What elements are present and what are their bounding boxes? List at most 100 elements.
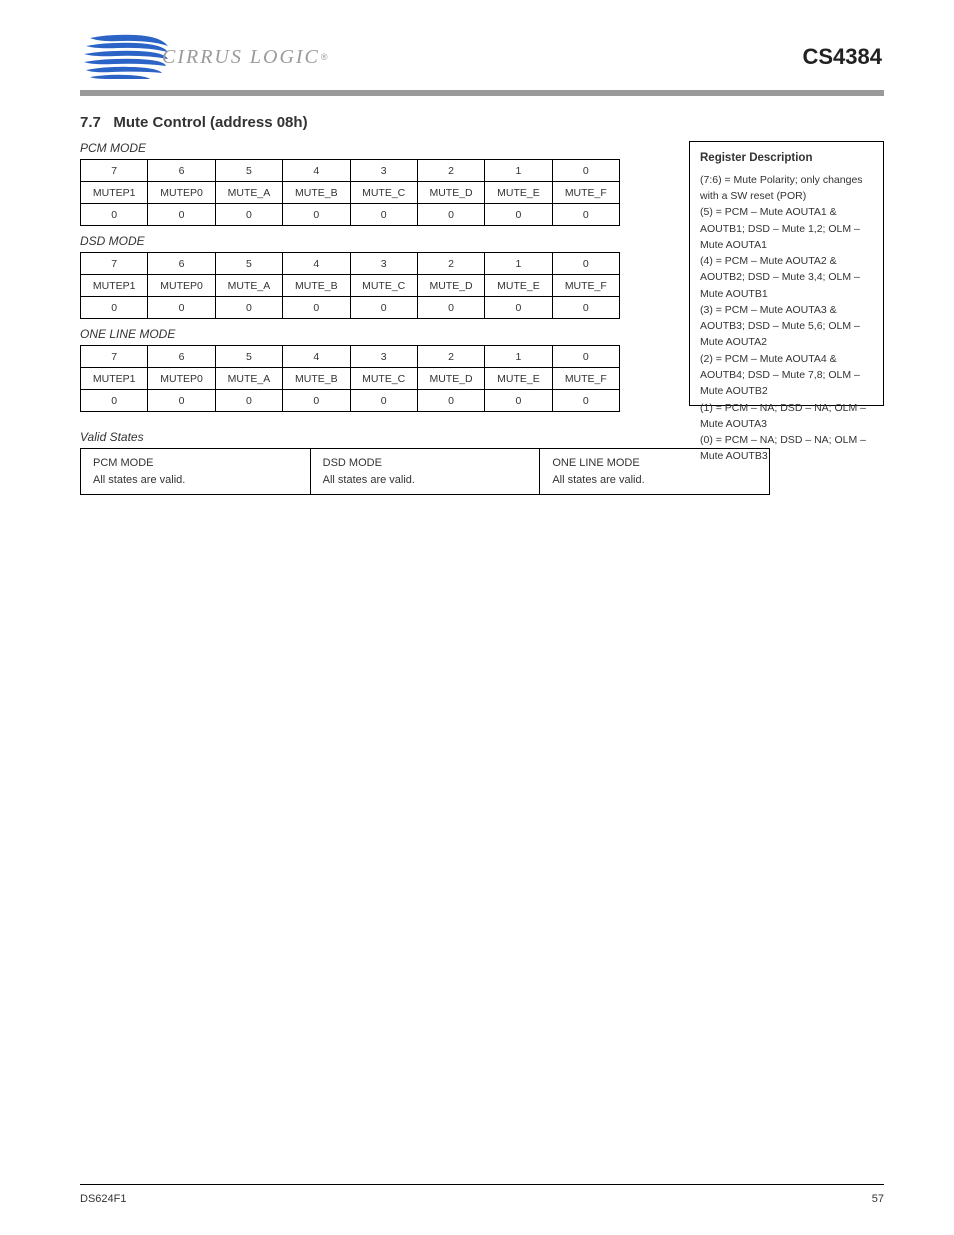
bit-number-cell: 5 [215, 160, 282, 182]
valid-state-mode: DSD MODE [323, 455, 528, 472]
valid-state-text: All states are valid. [552, 474, 644, 486]
bit-default-cell: 0 [552, 297, 619, 319]
valid-state-text: All states are valid. [93, 474, 185, 486]
register-description-item: (7:6) = Mute Polarity; only changes with… [700, 172, 873, 205]
bit-default-cell: 0 [148, 297, 215, 319]
part-number: CS4384 [802, 44, 884, 70]
valid-state-cell: PCM MODEAll states are valid. [81, 449, 311, 495]
bit-number-cell: 7 [81, 253, 148, 275]
register-description-item: (0) = PCM – NA; DSD – NA; OLM – Mute AOU… [700, 432, 873, 465]
bit-name-cell: MUTEP1 [81, 182, 148, 204]
table-row: 00000000 [81, 297, 620, 319]
section-title: 7.7 Mute Control (address 08h) [80, 114, 884, 131]
bit-name-cell: MUTEP1 [81, 275, 148, 297]
bit-number-cell: 1 [485, 253, 552, 275]
bit-number-cell: 3 [350, 346, 417, 368]
bit-default-cell: 0 [417, 297, 484, 319]
register-description-item: (1) = PCM – NA; DSD – NA; OLM – Mute AOU… [700, 400, 873, 433]
register-description-title: Register Description [700, 150, 873, 168]
bit-number-cell: 4 [283, 346, 350, 368]
table-row: 76543210 [81, 160, 620, 182]
bit-number-cell: 6 [148, 346, 215, 368]
bit-name-cell: MUTE_D [417, 368, 484, 390]
table-row: 76543210 [81, 346, 620, 368]
bit-number-cell: 7 [81, 346, 148, 368]
bit-default-cell: 0 [81, 297, 148, 319]
bit-name-cell: MUTE_E [485, 275, 552, 297]
bit-number-cell: 1 [485, 346, 552, 368]
bit-number-cell: 6 [148, 253, 215, 275]
bit-default-cell: 0 [215, 204, 282, 226]
bit-name-cell: MUTE_F [552, 182, 619, 204]
register-tables-column: PCM MODE76543210MUTEP1MUTEP0MUTE_AMUTE_B… [80, 141, 620, 412]
table-row: MUTEP1MUTEP0MUTE_AMUTE_BMUTE_CMUTE_DMUTE… [81, 182, 620, 204]
register-table-label: PCM MODE [80, 141, 620, 155]
register-table: 76543210MUTEP1MUTEP0MUTE_AMUTE_BMUTE_CMU… [80, 159, 620, 226]
register-table: 76543210MUTEP1MUTEP0MUTE_AMUTE_BMUTE_CMU… [80, 252, 620, 319]
table-row: 76543210 [81, 253, 620, 275]
register-table-label: DSD MODE [80, 234, 620, 248]
bit-name-cell: MUTEP0 [148, 182, 215, 204]
header-divider [80, 90, 884, 96]
valid-states-table: PCM MODEAll states are valid. DSD MODE All… [80, 448, 770, 495]
bit-name-cell: MUTE_A [215, 275, 282, 297]
bit-name-cell: MUTE_C [350, 275, 417, 297]
bit-default-cell: 0 [350, 204, 417, 226]
bit-default-cell: 0 [350, 297, 417, 319]
table-row: MUTEP1MUTEP0MUTE_AMUTE_BMUTE_CMUTE_DMUTE… [81, 275, 620, 297]
bit-default-cell: 0 [148, 390, 215, 412]
bit-default-cell: 0 [81, 390, 148, 412]
logo-text: CIRRUS LOGIC [162, 46, 320, 69]
table-row: MUTEP1MUTEP0MUTE_AMUTE_BMUTE_CMUTE_DMUTE… [81, 368, 620, 390]
bit-default-cell: 0 [485, 297, 552, 319]
bit-default-cell: 0 [215, 390, 282, 412]
cirrus-swoosh-icon [80, 30, 170, 84]
bit-number-cell: 5 [215, 253, 282, 275]
bit-name-cell: MUTEP0 [148, 368, 215, 390]
bit-name-cell: MUTE_B [283, 368, 350, 390]
bit-default-cell: 0 [417, 204, 484, 226]
bit-default-cell: 0 [81, 204, 148, 226]
bit-name-cell: MUTE_B [283, 275, 350, 297]
valid-state-cell: DSD MODE All states are valid. [310, 449, 540, 495]
bit-name-cell: MUTE_B [283, 182, 350, 204]
bit-default-cell: 0 [215, 297, 282, 319]
bit-default-cell: 0 [148, 204, 215, 226]
register-description-box: Register Description (7:6) = Mute Polari… [689, 141, 884, 406]
bit-name-cell: MUTE_D [417, 275, 484, 297]
bit-default-cell: 0 [283, 390, 350, 412]
table-row: PCM MODEAll states are valid. DSD MODE All… [81, 449, 770, 495]
section-title-text: Mute Control (address 08h) [113, 114, 307, 131]
bit-name-cell: MUTE_A [215, 182, 282, 204]
logo: CIRRUS LOGIC ® [80, 30, 328, 84]
register-description-item: (5) = PCM – Mute AOUTA1 & AOUTB1; DSD – … [700, 204, 873, 253]
bit-name-cell: MUTE_F [552, 368, 619, 390]
bit-number-cell: 3 [350, 253, 417, 275]
valid-state-text: All states are valid. [323, 474, 415, 486]
bit-number-cell: 6 [148, 160, 215, 182]
section-number: 7.7 [80, 114, 101, 131]
bit-name-cell: MUTE_C [350, 368, 417, 390]
bit-number-cell: 2 [417, 346, 484, 368]
bit-number-cell: 0 [552, 160, 619, 182]
bit-number-cell: 4 [283, 160, 350, 182]
bit-name-cell: MUTE_E [485, 182, 552, 204]
bit-number-cell: 2 [417, 160, 484, 182]
footer-page-number: 57 [872, 1193, 884, 1205]
bit-name-cell: MUTEP0 [148, 275, 215, 297]
bit-name-cell: MUTE_A [215, 368, 282, 390]
register-description-items: (7:6) = Mute Polarity; only changes with… [700, 172, 873, 465]
register-description-item: (4) = PCM – Mute AOUTA2 & AOUTB2; DSD – … [700, 253, 873, 302]
footer-doc-id: DS624F1 [80, 1193, 126, 1205]
bit-name-cell: MUTE_C [350, 182, 417, 204]
bit-number-cell: 1 [485, 160, 552, 182]
bit-default-cell: 0 [417, 390, 484, 412]
registered-mark: ® [321, 52, 328, 62]
bit-default-cell: 0 [485, 204, 552, 226]
bit-name-cell: MUTE_E [485, 368, 552, 390]
register-description-item: (2) = PCM – Mute AOUTA4 & AOUTB4; DSD – … [700, 351, 873, 400]
bit-number-cell: 4 [283, 253, 350, 275]
bit-default-cell: 0 [350, 390, 417, 412]
page-footer: DS624F1 57 [80, 1184, 884, 1205]
bit-name-cell: MUTE_D [417, 182, 484, 204]
